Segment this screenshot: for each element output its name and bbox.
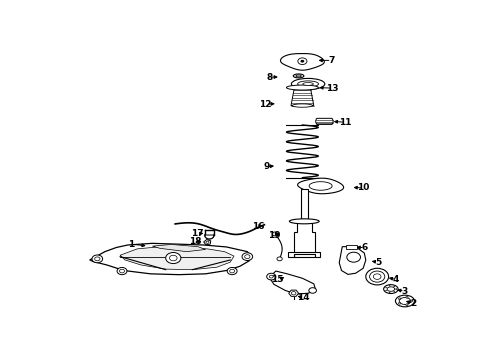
- Circle shape: [120, 269, 124, 273]
- Text: 1: 1: [128, 240, 135, 249]
- Text: 12: 12: [259, 100, 272, 109]
- Ellipse shape: [292, 78, 325, 90]
- Circle shape: [385, 290, 387, 291]
- Text: 19: 19: [268, 230, 280, 239]
- Circle shape: [242, 253, 253, 261]
- Polygon shape: [204, 239, 211, 245]
- Text: 11: 11: [339, 118, 351, 127]
- Polygon shape: [120, 247, 234, 270]
- Circle shape: [272, 232, 278, 236]
- Polygon shape: [280, 54, 324, 70]
- Circle shape: [393, 286, 395, 287]
- Polygon shape: [270, 271, 316, 294]
- Text: 15: 15: [271, 275, 284, 284]
- Circle shape: [406, 297, 408, 298]
- Ellipse shape: [387, 287, 394, 291]
- Text: 13: 13: [326, 84, 339, 93]
- Circle shape: [227, 267, 237, 275]
- Circle shape: [245, 255, 250, 258]
- Circle shape: [170, 255, 177, 261]
- Text: 5: 5: [375, 258, 382, 267]
- Text: 8: 8: [266, 72, 272, 81]
- Circle shape: [309, 288, 317, 293]
- Circle shape: [95, 257, 100, 261]
- Circle shape: [292, 292, 296, 295]
- Circle shape: [117, 267, 127, 275]
- Ellipse shape: [297, 81, 318, 87]
- Text: 16: 16: [252, 222, 265, 231]
- Text: 14: 14: [297, 293, 310, 302]
- Text: 9: 9: [263, 162, 270, 171]
- Polygon shape: [339, 247, 366, 274]
- Circle shape: [206, 241, 209, 243]
- Circle shape: [300, 60, 304, 63]
- Circle shape: [406, 304, 408, 306]
- Ellipse shape: [294, 74, 304, 78]
- Ellipse shape: [395, 295, 415, 307]
- Bar: [346, 245, 358, 249]
- Polygon shape: [291, 87, 314, 105]
- Polygon shape: [205, 235, 214, 239]
- Circle shape: [385, 287, 387, 288]
- Text: 18: 18: [189, 237, 201, 246]
- Text: 4: 4: [393, 275, 399, 284]
- Circle shape: [277, 257, 282, 261]
- Ellipse shape: [303, 82, 314, 85]
- Polygon shape: [289, 290, 298, 296]
- Text: 17: 17: [191, 229, 203, 238]
- Text: 10: 10: [357, 183, 369, 192]
- Ellipse shape: [399, 297, 411, 305]
- Text: 7: 7: [328, 56, 335, 65]
- Circle shape: [389, 285, 391, 287]
- Circle shape: [270, 275, 273, 278]
- Polygon shape: [294, 221, 315, 257]
- Circle shape: [166, 252, 181, 264]
- Ellipse shape: [384, 285, 398, 293]
- Bar: [301, 189, 308, 221]
- Ellipse shape: [296, 75, 301, 77]
- Text: 2: 2: [411, 299, 417, 308]
- Text: 3: 3: [402, 287, 408, 296]
- Circle shape: [410, 300, 413, 302]
- Circle shape: [389, 292, 391, 293]
- Circle shape: [267, 273, 276, 280]
- Polygon shape: [90, 243, 251, 275]
- Polygon shape: [316, 118, 333, 125]
- Ellipse shape: [290, 219, 319, 224]
- Ellipse shape: [287, 85, 318, 90]
- Polygon shape: [152, 244, 206, 252]
- Circle shape: [230, 269, 235, 273]
- Circle shape: [92, 255, 102, 263]
- Ellipse shape: [292, 104, 313, 107]
- Circle shape: [395, 288, 397, 290]
- Circle shape: [395, 288, 397, 290]
- Circle shape: [373, 274, 381, 279]
- Circle shape: [347, 252, 361, 262]
- Text: 6: 6: [362, 243, 368, 252]
- Polygon shape: [297, 178, 343, 194]
- Circle shape: [393, 291, 395, 292]
- Circle shape: [298, 58, 307, 64]
- Polygon shape: [309, 182, 332, 190]
- Circle shape: [369, 271, 385, 282]
- Circle shape: [398, 302, 401, 304]
- Circle shape: [366, 268, 389, 285]
- Circle shape: [398, 298, 401, 300]
- Polygon shape: [288, 252, 320, 257]
